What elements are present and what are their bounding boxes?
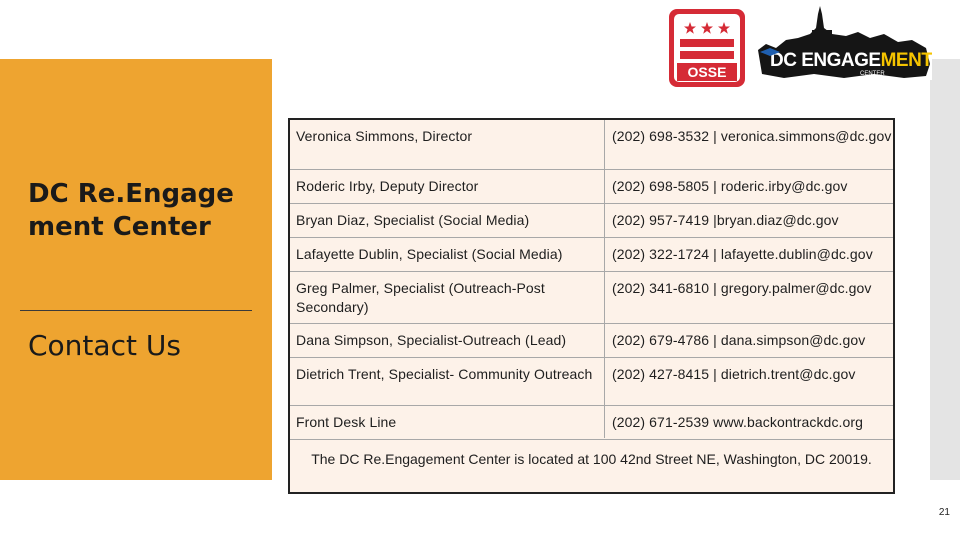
table-row: Bryan Diaz, Specialist (Social Media) (2… xyxy=(290,204,893,238)
table-row: Front Desk Line (202) 671-2539 www.backo… xyxy=(290,406,893,440)
title-divider xyxy=(20,310,252,311)
contact-name: Dana Simpson, Specialist-Outreach (Lead) xyxy=(296,332,567,348)
table-row: Veronica Simmons, Director (202) 698-353… xyxy=(290,120,893,170)
location-note: The DC Re.Engagement Center is located a… xyxy=(311,451,872,467)
svg-text:DC ENGAGEMENT: DC ENGAGEMENT xyxy=(770,50,932,71)
contact-info: (202) 698-3532 | veronica.simmons@dc.gov xyxy=(612,128,892,144)
contact-name: Roderic Irby, Deputy Director xyxy=(296,178,479,194)
dc-logo-subtext: CENTER xyxy=(860,71,885,77)
contact-name: Bryan Diaz, Specialist (Social Media) xyxy=(296,212,530,228)
dc-engagement-center-logo: DC ENGAGEMENT CENTER xyxy=(754,6,932,80)
title-panel xyxy=(0,59,272,480)
slide-subtitle: Contact Us xyxy=(28,329,181,362)
contact-name: Front Desk Line xyxy=(296,414,397,430)
contact-name: Dietrich Trent, Specialist- Community Ou… xyxy=(296,366,593,382)
contact-info: (202) 671-2539 www.backontrackdc.org xyxy=(612,414,864,430)
table-row: Roderic Irby, Deputy Director (202) 698-… xyxy=(290,170,893,204)
table-row: Dietrich Trent, Specialist- Community Ou… xyxy=(290,358,893,406)
table-row: Dana Simpson, Specialist-Outreach (Lead)… xyxy=(290,324,893,358)
contact-name: Veronica Simmons, Director xyxy=(296,128,473,144)
table-row: Lafayette Dublin, Specialist (Social Med… xyxy=(290,238,893,272)
right-decorative-strip xyxy=(930,59,960,480)
osse-logo-text: OSSE xyxy=(688,64,727,80)
contact-table: Veronica Simmons, Director (202) 698-353… xyxy=(288,118,895,494)
slide-title: DC Re.Engagement Center xyxy=(28,179,234,242)
graduation-cap-icon xyxy=(760,48,780,56)
contact-name: Lafayette Dublin, Specialist (Social Med… xyxy=(296,246,563,262)
table-row: Greg Palmer, Specialist (Outreach-Post​S… xyxy=(290,272,893,324)
dc-logo-text: DC ENGAGE xyxy=(770,50,881,71)
column-divider xyxy=(604,120,605,438)
contact-info: (202) 698-5805 | roderic.irby@dc.gov xyxy=(612,178,848,194)
dc-logo-text-highlight: MENT xyxy=(881,50,932,71)
osse-logo: OSSE xyxy=(669,9,745,87)
contact-info: (202) 427-8415 | dietrich.trent@dc.gov xyxy=(612,366,856,382)
contact-info: (202) 679-4786 | dana.simpson@dc.gov xyxy=(612,332,866,348)
contact-info: (202) 957-7419 |bryan.diaz@dc.gov xyxy=(612,212,839,228)
page-number: 21 xyxy=(938,507,950,518)
contact-info: (202) 341-6810 | gregory.palmer@dc.gov xyxy=(612,280,872,296)
contact-info: (202) 322-1724 | lafayette.dublin@dc.gov xyxy=(612,246,873,262)
contact-name: Greg Palmer, Specialist (Outreach-Post​S… xyxy=(296,280,545,315)
